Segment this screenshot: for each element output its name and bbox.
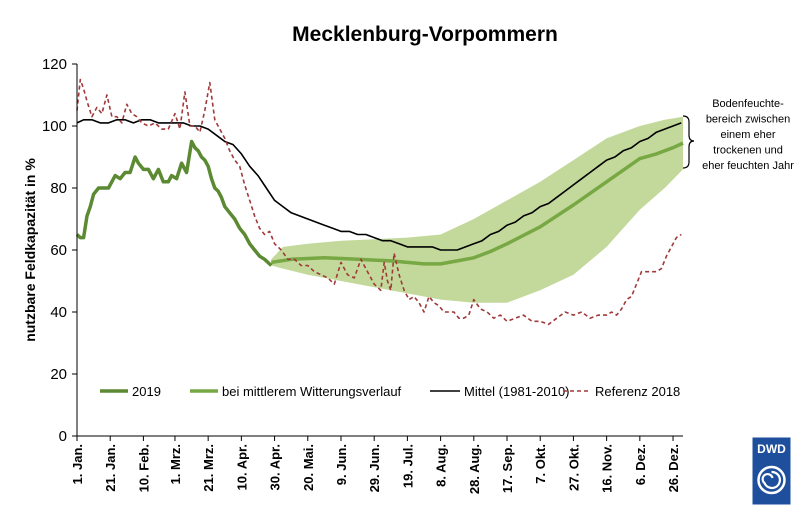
x-tick-label: 10. Feb. [136, 444, 151, 492]
series-line-mittel-1981-2010 [76, 119, 682, 251]
band-area [271, 116, 683, 303]
x-tick-label: 17. Sep. [500, 444, 515, 493]
annotation-line: eher feuchten Jahr [702, 160, 794, 172]
x-tick-label: 21. Mrz. [201, 444, 216, 492]
y-tick-label: 40 [50, 304, 67, 321]
x-ticks: 1. Jan. 21. Jan. 10. Feb. 1. Mrz. 21. Mrz. 10… [70, 436, 681, 494]
x-tick-label: 10. Apr. [234, 444, 249, 490]
annotation-line: Bodenfeuchte- [712, 98, 784, 110]
x-tick-label: 16. Nov. [600, 444, 615, 493]
x-tick-label: 8. Aug. [434, 444, 449, 487]
annotation-line: einem eher [720, 129, 775, 141]
chart-title: Mecklenburg-Vorpommern [292, 23, 558, 46]
x-tick-label: 26. Dez. [666, 444, 681, 492]
x-tick-label: 6. Dez. [633, 444, 648, 485]
y-ticks: 0 20 40 60 80 100 120 [42, 56, 77, 445]
legend-label: Referenz 2018 [595, 384, 680, 399]
y-tick-label: 60 [50, 242, 67, 259]
x-tick-label: 1. Mrz. [168, 444, 183, 484]
dwd-logo: DWD [752, 437, 791, 505]
x-tick-label: 9. Jun. [334, 444, 349, 485]
y-tick-label: 120 [42, 56, 67, 73]
dwd-logo-text: DWD [757, 442, 786, 456]
soil-moisture-band [271, 116, 683, 303]
y-tick-label: 20 [50, 366, 67, 383]
band-annotation: Bodenfeuchte-bereich zwischen einem eher t… [682, 98, 794, 172]
annotation-line: trockenen und [713, 145, 783, 157]
x-tick-label: 1. Jan. [70, 444, 85, 484]
x-tick-label: 29. Jun. [367, 444, 382, 492]
x-tick-label: 28. Aug. [467, 444, 482, 494]
x-tick-label: 7. Okt. [533, 444, 548, 484]
x-tick-label: 27. Okt. [566, 444, 581, 491]
legend: 2019 bei mittlerem Witterungsverlauf Mitte… [100, 384, 680, 399]
series-line-bei-mittlerem-witterungsverlauf [271, 141, 684, 266]
series-line-2019 [75, 139, 273, 267]
y-tick-label: 0 [59, 428, 67, 445]
annotation-line: bereich zwischen [706, 114, 790, 126]
legend-label: bei mittlerem Witterungsverlauf [222, 384, 402, 399]
x-tick-label: 21. Jan. [103, 444, 118, 492]
x-tick-label: 30. Apr. [268, 444, 283, 490]
x-tick-label: 20. Mai. [301, 444, 316, 491]
legend-label: Mittel (1981-2010) [464, 384, 570, 399]
y-tick-label: 100 [42, 118, 67, 135]
y-tick-label: 80 [50, 180, 67, 197]
y-axis-label: nutzbare Feldkapazität in % [22, 158, 38, 342]
series-line-referenz-2018 [76, 78, 682, 326]
spiral-icon [757, 465, 786, 495]
x-tick-label: 19. Jul. [400, 444, 415, 488]
legend-label: 2019 [132, 384, 161, 399]
curly-brace [682, 115, 695, 169]
